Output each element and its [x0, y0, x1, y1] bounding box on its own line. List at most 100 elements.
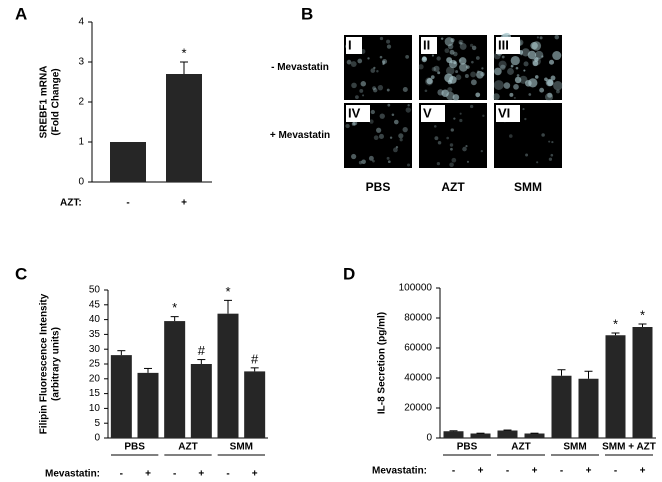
cell	[431, 67, 436, 72]
cell	[523, 69, 526, 72]
x-axis-label: Mevastatin:	[45, 469, 100, 480]
cell	[451, 157, 457, 163]
bar	[605, 335, 626, 438]
y-tick-label: 0	[426, 433, 432, 444]
cell	[470, 79, 477, 86]
micrograph-texture	[492, 32, 563, 102]
cell	[503, 82, 511, 89]
annotation: *	[225, 284, 230, 299]
y-tick-label: 80000	[404, 313, 432, 324]
cell	[436, 161, 441, 166]
cell	[418, 64, 424, 70]
roman-box	[421, 105, 445, 122]
cell	[358, 160, 363, 165]
cell	[449, 162, 454, 168]
cell	[387, 103, 391, 107]
roman-box	[346, 37, 362, 54]
cell	[482, 114, 485, 118]
cell	[475, 92, 481, 98]
cell	[459, 57, 467, 65]
cell	[370, 109, 375, 115]
y-tick-label: 25	[89, 359, 101, 370]
cell	[449, 143, 454, 147]
annotation: *	[640, 307, 645, 322]
bar	[497, 430, 518, 438]
image-label: IV	[348, 105, 361, 120]
cell	[450, 128, 454, 132]
cell	[475, 56, 480, 60]
column-label: SMM	[514, 180, 542, 194]
bar	[137, 372, 159, 438]
y-tick-label: 40000	[404, 373, 432, 384]
cell	[444, 73, 454, 83]
panel-letter: B	[301, 4, 313, 23]
cell	[391, 113, 395, 117]
cell	[548, 140, 551, 143]
y-tick-label: 5	[94, 418, 100, 429]
cell	[369, 119, 374, 124]
cell	[398, 133, 404, 139]
cell	[431, 54, 435, 57]
cell	[541, 55, 544, 58]
cell	[507, 68, 514, 75]
cell	[426, 78, 433, 85]
cell	[525, 153, 529, 157]
cell	[434, 125, 437, 128]
y-tick-label: 20	[89, 373, 101, 384]
y-tick-label: 3	[78, 57, 84, 68]
cell	[440, 37, 444, 40]
x-tick-label: -	[226, 469, 229, 480]
cell	[532, 60, 539, 67]
y-tick-label: 4	[78, 17, 84, 28]
roman-box	[421, 37, 437, 54]
cell	[548, 157, 553, 161]
cell	[528, 93, 532, 96]
y-tick-label: 2	[78, 97, 84, 108]
bar	[578, 378, 599, 438]
cell	[510, 55, 520, 66]
x-tick-label: -	[126, 198, 129, 209]
cell	[387, 160, 391, 164]
cell	[459, 41, 462, 45]
cell	[437, 141, 442, 145]
cell	[351, 122, 356, 126]
group-label: SMM + AZT	[602, 442, 656, 453]
cell	[357, 58, 363, 64]
image-label: II	[423, 37, 430, 52]
annotation: #	[251, 351, 259, 366]
cell	[547, 92, 553, 98]
cell	[458, 39, 464, 45]
cell	[513, 96, 516, 99]
y-tick-label: 100000	[399, 283, 433, 294]
cell	[493, 80, 504, 90]
x-tick-label: +	[640, 466, 646, 477]
cell	[554, 34, 560, 40]
bar	[110, 142, 146, 182]
image-label: III	[498, 37, 509, 52]
y-tick-label: 35	[89, 329, 101, 340]
cell	[422, 56, 427, 61]
cell	[455, 70, 459, 74]
image-label: I	[348, 37, 352, 52]
cell	[373, 66, 376, 70]
cell	[552, 50, 562, 61]
cell	[465, 145, 468, 148]
x-tick-label: -	[614, 466, 617, 477]
cell	[433, 65, 440, 72]
cell	[379, 113, 385, 119]
cell	[378, 133, 384, 139]
bar	[632, 327, 653, 438]
cell	[386, 156, 390, 160]
cell	[376, 127, 382, 133]
y-tick-label: 50	[89, 285, 101, 296]
y-tick-label: 20000	[404, 403, 432, 414]
cell	[402, 126, 408, 133]
cell	[393, 119, 399, 125]
x-tick-label: +	[145, 469, 151, 480]
cell	[444, 48, 450, 54]
cell	[382, 62, 385, 66]
cell	[393, 147, 398, 153]
cell	[446, 136, 450, 140]
x-axis-label: Mevastatin:	[372, 466, 427, 477]
y-tick-label: 40	[89, 314, 101, 325]
